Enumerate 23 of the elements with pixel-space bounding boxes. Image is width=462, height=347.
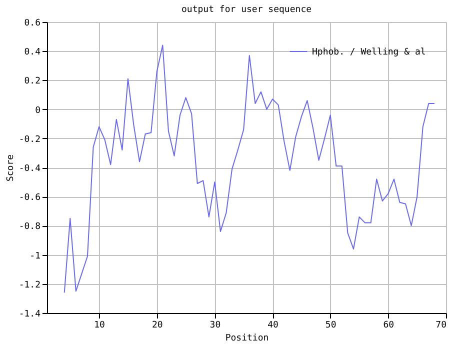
y-tick-label: -0.6 (18, 193, 40, 204)
x-tick-label: 10 (94, 320, 105, 330)
y-tick-label: 0.2 (24, 76, 40, 87)
x-axis-title: Position (225, 334, 269, 344)
y-tick-label: -1.2 (18, 280, 40, 290)
y-tick-label: -0.2 (18, 134, 40, 145)
x-tick-label: 20 (152, 320, 163, 330)
y-tick-label: -1.4 (18, 310, 40, 320)
y-tick-label: 0 (35, 106, 40, 116)
y-tick-label: 0.6 (24, 18, 40, 28)
y-axis-title: Score (6, 154, 16, 182)
y-tick-label: 0.4 (24, 48, 40, 58)
legend-label: Hphob. / Welling & al (312, 48, 426, 58)
y-tick-label: -1 (30, 251, 40, 262)
y-tick-label: -0.4 (18, 164, 40, 174)
x-tick-label: 50 (325, 320, 336, 330)
x-tick-label: 40 (268, 320, 278, 330)
x-tick-label: 70 (436, 320, 446, 330)
x-tick-label: 30 (210, 320, 221, 330)
line-series (64, 44, 435, 294)
x-tick-label: 60 (383, 320, 394, 330)
y-tick-label: -0.8 (18, 222, 40, 232)
chart-title: output for user sequence (181, 5, 312, 15)
